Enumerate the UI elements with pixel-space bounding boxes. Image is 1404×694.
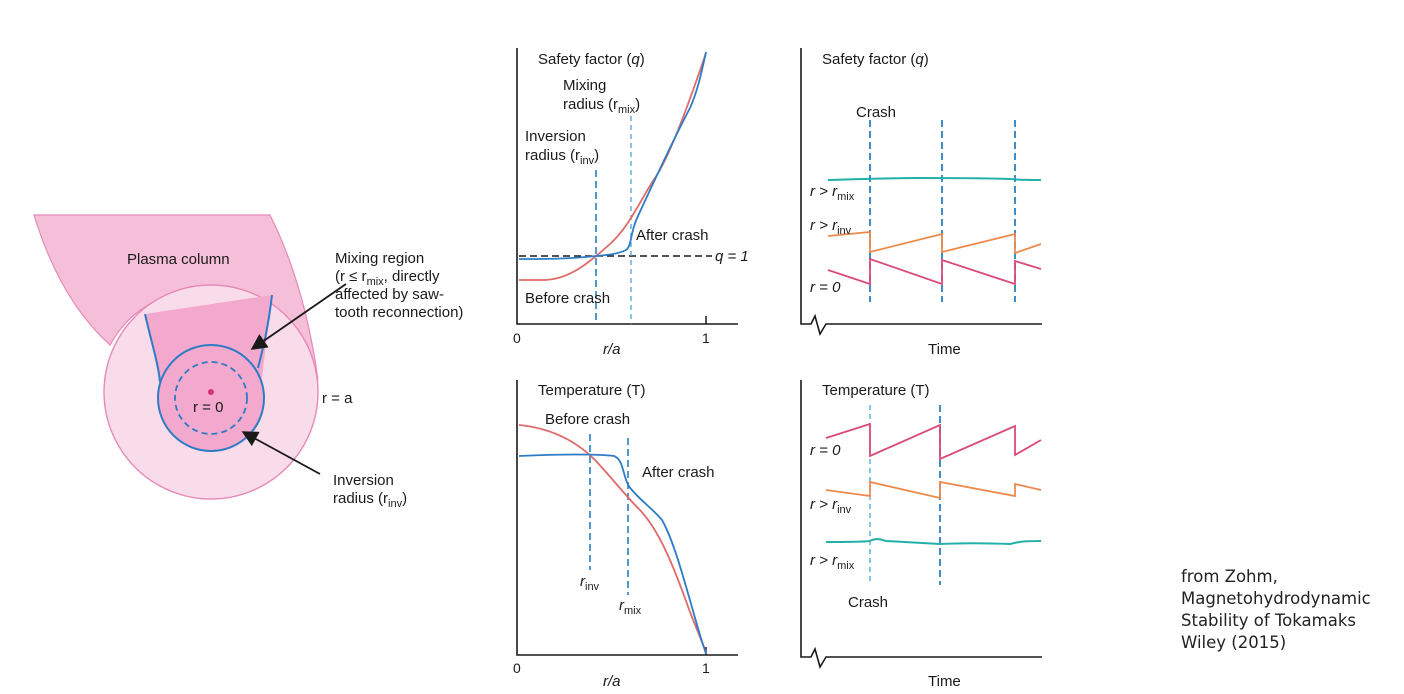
mixing-tube-edge-left (144, 313, 161, 383)
svg-text:Inversion: Inversion (333, 472, 394, 489)
x-tick-label-0: 0 (513, 330, 521, 346)
r-zero-label: r = 0 (810, 279, 841, 296)
q-equals-1-label: q = 1 (715, 248, 749, 265)
mixing-radius-circle (157, 344, 265, 452)
q-time-panel: Safety factor (q) Crash r > rmix r > rin… (800, 48, 1042, 358)
x-axis-label: Time (928, 673, 961, 690)
q-profile-panel: Safety factor (q) Mixing radius (rmix) I… (513, 48, 749, 358)
t-trace-r-inv (825, 480, 1042, 500)
q-trace-r-zero (827, 257, 1042, 286)
x-tick-label-1: 1 (702, 660, 710, 676)
r-zero-label: r = 0 (810, 442, 841, 459)
citation-line: Stability of Tokamaks (1181, 611, 1356, 630)
magnetic-axis-dot (208, 389, 214, 395)
x-axis-label: r/a (603, 673, 621, 690)
r-mix-label: r > rmix (810, 552, 855, 572)
t-before-crash-curve (518, 424, 707, 653)
q-after-crash-curve (518, 51, 707, 260)
q-profile-axes (516, 48, 738, 325)
t-profile-axes (516, 380, 738, 656)
svg-text:radius (rinv): radius (rinv) (333, 490, 407, 510)
after-crash-label: After crash (642, 464, 715, 481)
citation-line: Wiley (2015) (1181, 633, 1287, 652)
inversion-radius-label: Inversion radius (rinv) (333, 472, 407, 510)
t-trace-r-zero (825, 422, 1042, 461)
svg-text:Mixing region: Mixing region (335, 250, 424, 267)
r-inv-label: r > rinv (810, 217, 852, 237)
t-time-axes (800, 380, 1042, 670)
x-axis-label: r/a (603, 341, 621, 358)
mixing-radius-label-2: radius (rmix) (563, 96, 640, 116)
plasma-edge-label: r = a (322, 390, 353, 407)
r-inv-label: rinv (580, 573, 600, 593)
plasma-column-diagram: Plasma column r = 0 r = a Mixing region … (33, 214, 463, 510)
x-tick-label-0: 0 (513, 660, 521, 676)
mixing-region-arrow (250, 283, 347, 350)
q-before-crash-curve (519, 52, 707, 281)
inversion-radius-circle (174, 361, 248, 435)
panel-title: Temperature (T) (538, 382, 646, 399)
panel-title: Safety factor (q) (822, 51, 929, 68)
plasma-center-label: r = 0 (193, 399, 223, 416)
x-tick-label-1: 1 (702, 330, 710, 346)
citation-line: Magnetohydrodynamic (1181, 589, 1371, 608)
t-trace-r-mix (825, 538, 1042, 546)
panel-title: Safety factor (q) (538, 51, 645, 68)
inversion-radius-label-2: radius (rinv) (525, 147, 599, 167)
citation-line: from Zohm, (1181, 567, 1278, 586)
r-mix-label: rmix (619, 597, 642, 617)
inversion-radius-label-1: Inversion (525, 128, 586, 145)
mixing-region-label: Mixing region (r ≤ rmix, directly affect… (335, 250, 463, 321)
inversion-radius-arrow (241, 431, 321, 475)
q-trace-r-inv (827, 231, 1042, 255)
crash-label: Crash (848, 594, 888, 611)
t-profile-panel: Temperature (T) Before crash After crash… (513, 380, 738, 690)
x-axis-label: Time (928, 341, 961, 358)
plasma-column-label: Plasma column (127, 251, 230, 268)
svg-text:tooth reconnection): tooth reconnection) (335, 304, 463, 321)
svg-text:(r ≤ rmix, directly: (r ≤ rmix, directly (335, 268, 440, 288)
after-crash-label: After crash (636, 227, 709, 244)
before-crash-label: Before crash (545, 411, 630, 428)
citation-text: from Zohm, Magnetohydrodynamic Stability… (1181, 566, 1401, 654)
mixing-radius-label-1: Mixing (563, 77, 606, 94)
svg-text:affected by saw-: affected by saw- (335, 286, 444, 303)
q-time-axes (800, 48, 1042, 337)
r-mix-label: r > rmix (810, 183, 855, 203)
r-inv-label: r > rinv (810, 496, 852, 516)
t-time-panel: Temperature (T) r = 0 r > rinv r > rmix … (800, 380, 1042, 690)
q-trace-r-mix (827, 176, 1042, 181)
crash-label: Crash (856, 104, 896, 121)
t-after-crash-curve (518, 453, 707, 655)
panel-title: Temperature (T) (822, 382, 930, 399)
before-crash-label: Before crash (525, 290, 610, 307)
